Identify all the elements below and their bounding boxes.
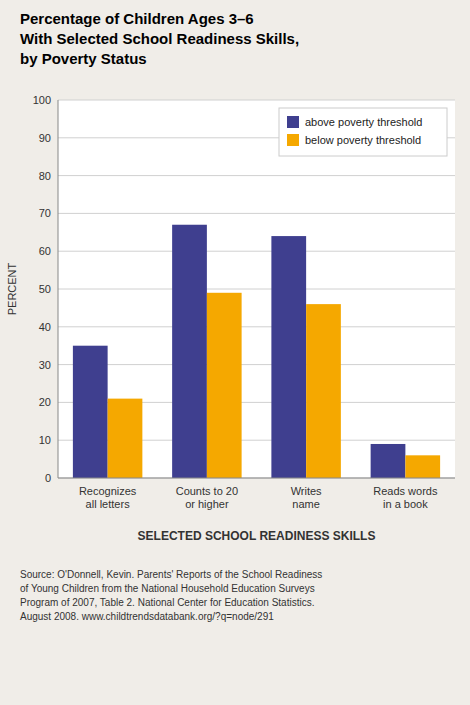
bar [207,293,242,478]
grid-line [58,251,455,252]
tick-label: 0 [45,472,51,484]
bar [371,444,406,478]
grid-line [58,100,455,101]
chart: Percentage of Children Ages 3–6With Sele… [0,0,470,705]
y-axis-label: PERCENT [6,262,18,315]
category-label: Writesname [291,485,322,510]
tick-label: 30 [39,359,51,371]
bar [108,399,143,478]
tick-label: 10 [39,434,51,446]
source-note: Source: O'Donnell, Kevin. Parents' Repor… [20,569,322,622]
y-axis-line [58,100,59,478]
tick-label: 80 [39,170,51,182]
title: Percentage of Children Ages 3–6With Sele… [20,10,299,67]
bar [271,236,306,478]
plot-area [58,100,455,478]
grid-line [58,478,455,479]
grid-line [58,289,455,290]
bar [73,346,108,478]
x-axis-line [58,478,455,479]
tick-label: 40 [39,321,51,333]
category-label: Recognizesall letters [79,485,137,510]
tick-label: 20 [39,396,51,408]
x-axis-label: SELECTED SCHOOL READINESS SKILLS [138,529,376,543]
tick-label: 50 [39,283,51,295]
grid-line [58,175,455,176]
category-label: Counts to 20or higher [176,485,238,510]
grid-line [58,326,455,327]
y-axis: 0 10 20 30 40 50 60 70 80 90 100 [33,94,455,484]
bar [172,225,207,478]
category-label: Reads wordsin a book [373,485,438,510]
legend-swatch [287,134,299,146]
legend-swatch [287,116,299,128]
tick-label: 100 [33,94,51,106]
grid-line [58,364,455,365]
tick-label: 70 [39,207,51,219]
legend-label: below poverty threshold [305,134,421,146]
legend-box [279,108,447,156]
legend-label: above poverty threshold [305,116,422,128]
bar [306,304,341,478]
tick-label: 60 [39,245,51,257]
legend: above poverty threshold below poverty thr… [279,108,447,156]
tick-label: 90 [39,132,51,144]
grid-line [58,213,455,214]
bar [405,455,440,478]
bars [73,225,440,478]
